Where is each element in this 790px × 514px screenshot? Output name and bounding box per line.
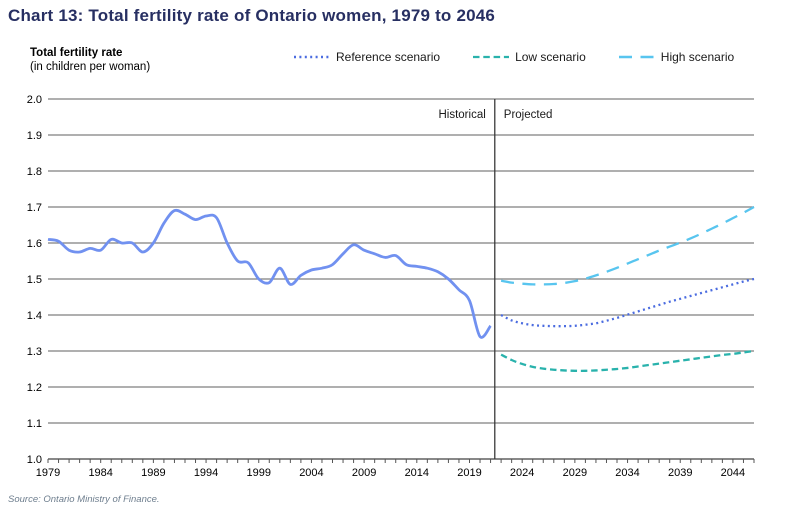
- y-tick-label: 2.0: [27, 94, 42, 106]
- legend-item-low: Low scenario: [472, 50, 586, 64]
- y-tick-label: 1.2: [27, 382, 42, 394]
- y-tick-label: 1.7: [27, 202, 42, 214]
- series-historical-line: [47, 208, 492, 339]
- projected-region-label: Projected: [504, 109, 553, 121]
- source-note: Source: Ontario Ministry of Finance.: [8, 494, 160, 505]
- page-title: Chart 13: Total fertility rate of Ontari…: [8, 6, 496, 25]
- fertility-rate-chart: 1.0 1.1 1.2 1.3 1.4 1.5 1.6 1.7 1.8 1.9 2.0 1979 198…: [27, 94, 755, 479]
- series-reference-scenario-line: [500, 277, 755, 328]
- reference-line-swatch-icon: [294, 55, 330, 59]
- y-tick-label: 1.5: [27, 274, 42, 286]
- low-line-swatch-icon: [473, 55, 510, 59]
- high-line-swatch-icon: [618, 55, 655, 59]
- legend-item-reference: Reference scenario: [293, 50, 440, 64]
- legend: Reference scenario Low scenario High sce…: [293, 50, 734, 64]
- y-tick-label: 1.1: [27, 418, 42, 430]
- y-axis-unit-line2: (in children per woman): [30, 61, 151, 73]
- x-tick-label: 1984: [88, 467, 112, 479]
- x-tick-label: 2044: [721, 467, 745, 479]
- x-tick-label: 2034: [615, 467, 639, 479]
- y-tick-label: 1.0: [27, 454, 42, 466]
- series-low-scenario-line: [500, 349, 755, 372]
- y-tick-label: 1.4: [27, 310, 42, 322]
- x-tick-label: 1999: [247, 467, 271, 479]
- y-axis-unit-line1: Total fertility rate: [30, 47, 123, 59]
- x-tick-label: 2014: [405, 467, 429, 479]
- x-tick-label: 2039: [668, 467, 692, 479]
- y-axis-unit-label: Total fertility rate (in children per wo…: [30, 46, 150, 74]
- x-tick-label: 2004: [299, 467, 323, 479]
- gridlines: 1.0 1.1 1.2 1.3 1.4 1.5 1.6 1.7 1.8 1.9 2.0: [27, 94, 754, 466]
- legend-label-low: Low scenario: [515, 50, 586, 64]
- x-tick-label: 2009: [352, 467, 376, 479]
- y-tick-label: 1.8: [27, 166, 42, 178]
- x-tick-label: 1989: [141, 467, 165, 479]
- y-tick-label: 1.6: [27, 238, 42, 250]
- y-tick-label: 1.3: [27, 346, 42, 358]
- x-tick-label: 2024: [510, 467, 534, 479]
- historical-region-label: Historical: [438, 109, 485, 121]
- legend-label-reference: Reference scenario: [336, 50, 441, 64]
- x-tick-label: 2029: [563, 467, 587, 479]
- x-tick-label: 1979: [36, 467, 60, 479]
- y-tick-label: 1.9: [27, 130, 42, 142]
- legend-item-high: High scenario: [618, 50, 734, 64]
- x-tick-label: 1994: [194, 467, 218, 479]
- legend-label-high: High scenario: [660, 50, 735, 64]
- series-high-scenario-line: [500, 205, 755, 286]
- x-axis: 1979 1984 1989 1994 1999 2004 2009 2014 2019 2024…: [36, 458, 755, 479]
- x-tick-label: 2019: [457, 467, 481, 479]
